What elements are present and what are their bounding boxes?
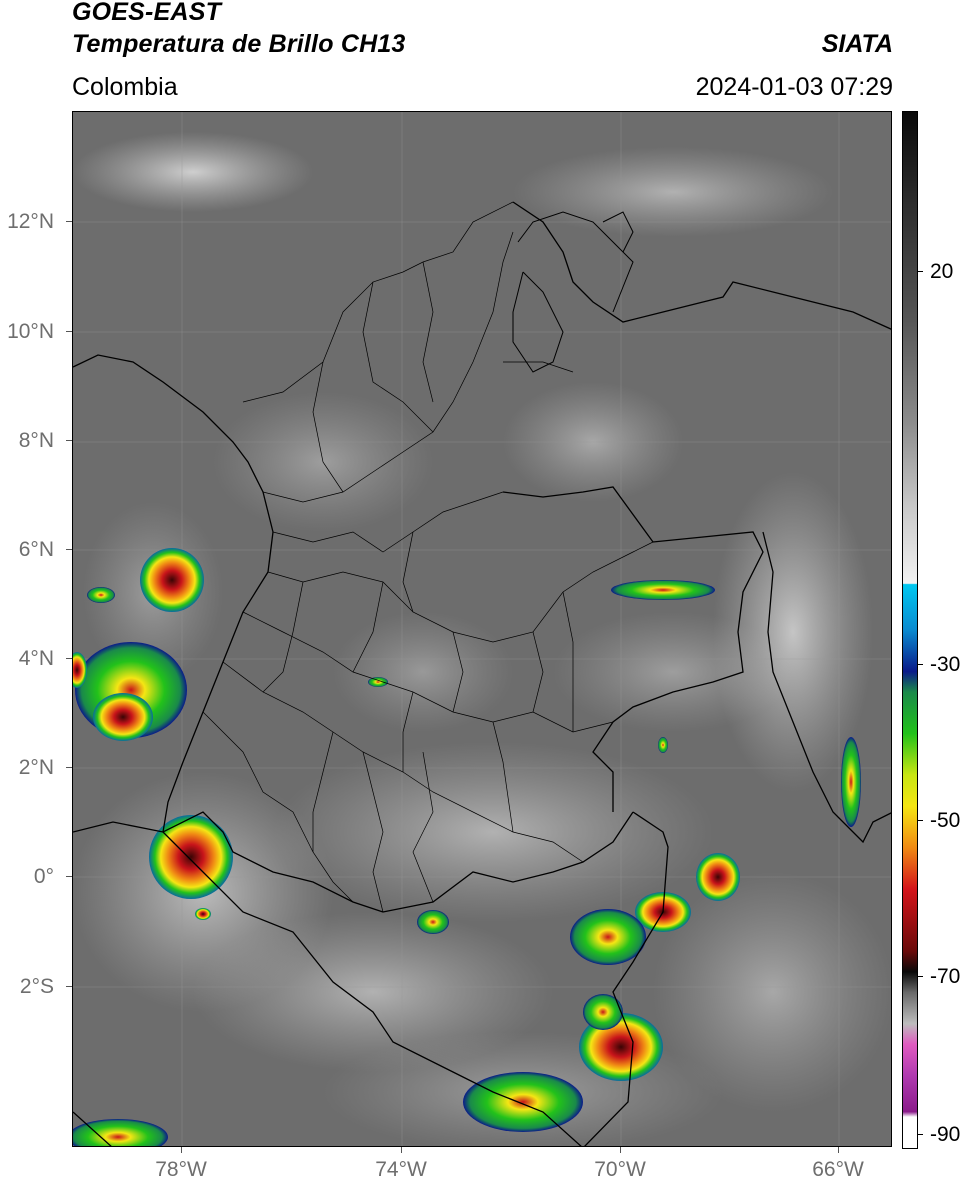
cbar-tick bbox=[918, 271, 923, 272]
xtick bbox=[401, 1147, 402, 1153]
ytick bbox=[66, 221, 72, 222]
lat-label: 0° bbox=[33, 865, 54, 888]
coastline-venezuela bbox=[512, 211, 634, 373]
lat-label: 4°N bbox=[18, 647, 54, 670]
datetime-label: 2024-01-03 07:29 bbox=[695, 73, 893, 101]
region-label: Colombia bbox=[72, 73, 178, 101]
cbar-label: -90 bbox=[930, 1123, 961, 1146]
cbar-tick bbox=[918, 976, 923, 977]
xtick bbox=[181, 1147, 182, 1153]
graticule bbox=[73, 112, 891, 1146]
convective-cells bbox=[73, 548, 861, 1146]
lat-label: 6°N bbox=[18, 538, 54, 561]
colorbar bbox=[902, 111, 918, 1149]
lon-label: 78°W bbox=[155, 1158, 207, 1181]
cbar-tick bbox=[918, 664, 923, 665]
country-borders bbox=[73, 201, 891, 1146]
lon-label: 66°W bbox=[812, 1158, 864, 1181]
ytick bbox=[66, 876, 72, 877]
product-title: Temperatura de Brillo CH13 bbox=[72, 30, 406, 58]
lon-label: 70°W bbox=[594, 1158, 646, 1181]
ytick bbox=[66, 767, 72, 768]
cbar-tick bbox=[918, 1134, 923, 1135]
department-borders bbox=[202, 201, 654, 913]
cbar-label: -50 bbox=[930, 809, 961, 832]
ytick bbox=[66, 549, 72, 550]
cbar-label: -70 bbox=[930, 965, 961, 988]
ytick bbox=[66, 658, 72, 659]
cbar-label: -30 bbox=[930, 653, 961, 676]
lat-label: 2°S bbox=[19, 975, 54, 998]
satellite-title: GOES-EAST bbox=[72, 0, 222, 26]
map-canvas bbox=[73, 112, 891, 1146]
ytick bbox=[66, 986, 72, 987]
satellite-map bbox=[72, 111, 892, 1147]
xtick bbox=[620, 1147, 621, 1153]
cbar-label: 20 bbox=[930, 260, 954, 283]
ytick bbox=[66, 440, 72, 441]
lat-label: 10°N bbox=[7, 320, 54, 343]
lat-label: 12°N bbox=[7, 210, 54, 233]
ytick bbox=[66, 331, 72, 332]
cbar-tick bbox=[918, 820, 923, 821]
lon-label: 74°W bbox=[375, 1158, 427, 1181]
lat-label: 2°N bbox=[18, 756, 54, 779]
xtick bbox=[838, 1147, 839, 1153]
lat-label: 8°N bbox=[18, 429, 54, 452]
organization-label: SIATA bbox=[821, 30, 893, 58]
